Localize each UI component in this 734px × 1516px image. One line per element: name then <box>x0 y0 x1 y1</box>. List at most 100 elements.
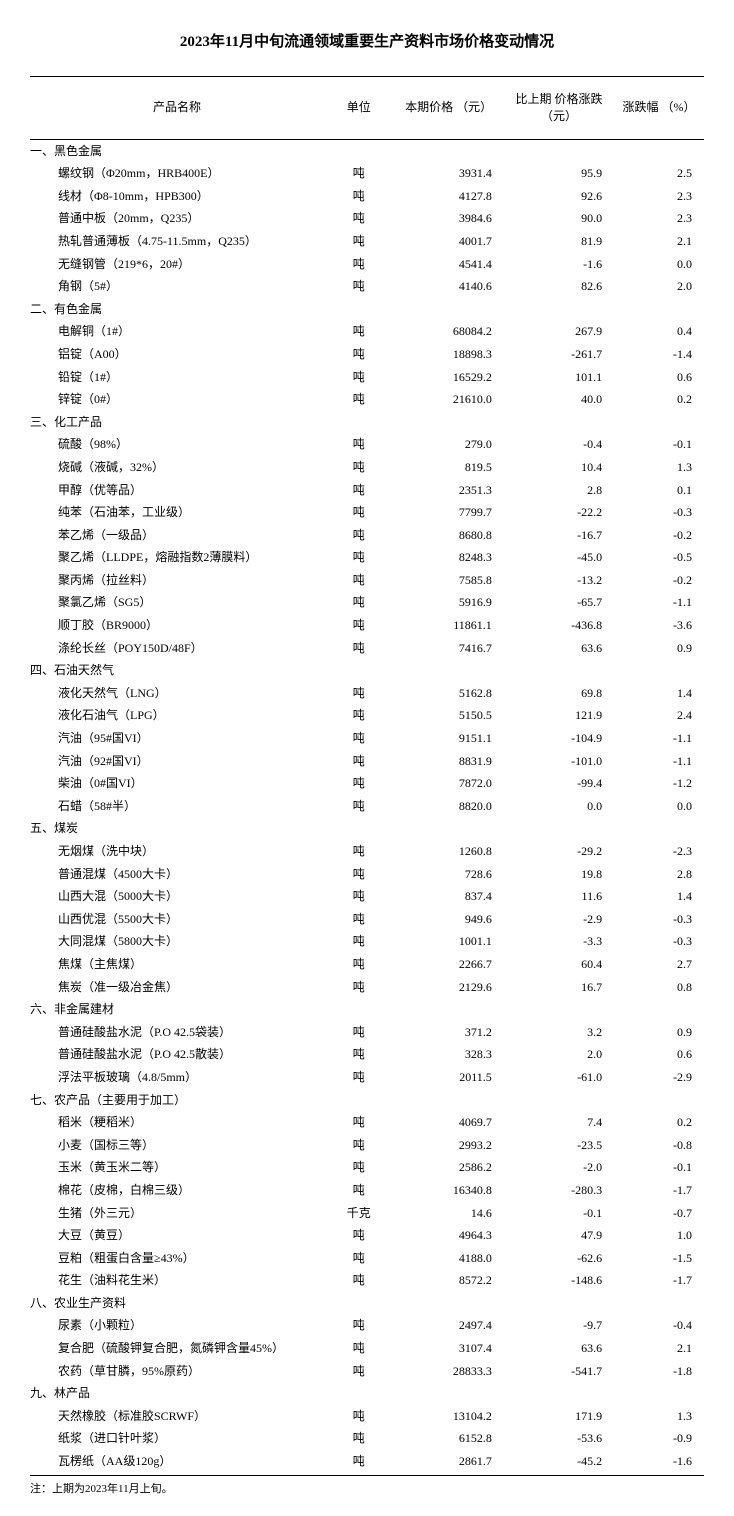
product-unit: 吨 <box>324 953 393 976</box>
table-row: 电解铜（1#）吨68084.2267.90.4 <box>30 320 704 343</box>
product-price: 4069.7 <box>394 1111 504 1134</box>
product-unit: 吨 <box>324 207 393 230</box>
product-change: 3.2 <box>504 1021 614 1044</box>
product-unit: 吨 <box>324 1247 393 1270</box>
product-price: 16340.8 <box>394 1179 504 1202</box>
table-row: 山西优混（5500大卡）吨949.6-2.9-0.3 <box>30 908 704 931</box>
category-row: 二、有色金属 <box>30 298 704 321</box>
product-change: 90.0 <box>504 207 614 230</box>
table-body: 一、黑色金属螺纹钢（Φ20mm，HRB400E）吨3931.495.92.5线材… <box>30 139 704 1475</box>
category-title: 三、化工产品 <box>30 411 704 434</box>
product-name: 锌锭（0#） <box>30 388 324 411</box>
product-price: 2351.3 <box>394 479 504 502</box>
product-unit: 吨 <box>324 1337 393 1360</box>
product-price: 18898.3 <box>394 343 504 366</box>
product-name: 焦炭（准一级冶金焦） <box>30 976 324 999</box>
table-row: 液化石油气（LPG）吨5150.5121.92.4 <box>30 704 704 727</box>
product-price: 819.5 <box>394 456 504 479</box>
product-name: 豆粕（粗蛋白含量≥43%） <box>30 1247 324 1270</box>
product-name: 石蜡（58#半） <box>30 795 324 818</box>
product-pct: -1.8 <box>614 1360 704 1383</box>
product-change: 60.4 <box>504 953 614 976</box>
product-name: 无缝钢管（219*6，20#） <box>30 253 324 276</box>
product-price: 3984.6 <box>394 207 504 230</box>
product-change: -45.2 <box>504 1450 614 1475</box>
product-name: 稻米（粳稻米） <box>30 1111 324 1134</box>
product-pct: -0.2 <box>614 569 704 592</box>
product-unit: 吨 <box>324 1043 393 1066</box>
product-change: 47.9 <box>504 1224 614 1247</box>
product-pct: -1.5 <box>614 1247 704 1270</box>
product-change: 0.0 <box>504 795 614 818</box>
product-pct: -1.7 <box>614 1179 704 1202</box>
product-pct: -0.1 <box>614 1156 704 1179</box>
product-unit: 吨 <box>324 185 393 208</box>
product-pct: 0.0 <box>614 795 704 818</box>
product-price: 4964.3 <box>394 1224 504 1247</box>
table-row: 顺丁胶（BR9000）吨11861.1-436.8-3.6 <box>30 614 704 637</box>
table-row: 铝锭（A00）吨18898.3-261.7-1.4 <box>30 343 704 366</box>
product-name: 线材（Φ8-10mm，HPB300） <box>30 185 324 208</box>
product-pct: 2.3 <box>614 207 704 230</box>
product-pct: -3.6 <box>614 614 704 637</box>
product-unit: 吨 <box>324 1269 393 1292</box>
product-unit: 吨 <box>324 1021 393 1044</box>
table-row: 硫酸（98%）吨279.0-0.4-0.1 <box>30 433 704 456</box>
product-change: -23.5 <box>504 1134 614 1157</box>
product-price: 13104.2 <box>394 1405 504 1428</box>
product-change: -104.9 <box>504 727 614 750</box>
product-price: 837.4 <box>394 885 504 908</box>
page-title: 2023年11月中旬流通领域重要生产资料市场价格变动情况 <box>30 30 704 51</box>
product-price: 7416.7 <box>394 637 504 660</box>
product-change: 40.0 <box>504 388 614 411</box>
table-row: 玉米（黄玉米二等）吨2586.2-2.0-0.1 <box>30 1156 704 1179</box>
table-row: 热轧普通薄板（4.75-11.5mm，Q235）吨4001.781.92.1 <box>30 230 704 253</box>
table-row: 豆粕（粗蛋白含量≥43%）吨4188.0-62.6-1.5 <box>30 1247 704 1270</box>
product-unit: 吨 <box>324 930 393 953</box>
product-unit: 吨 <box>324 1427 393 1450</box>
category-row: 一、黑色金属 <box>30 139 704 162</box>
product-unit: 吨 <box>324 253 393 276</box>
product-change: 92.6 <box>504 185 614 208</box>
product-change: -541.7 <box>504 1360 614 1383</box>
product-pct: 0.9 <box>614 637 704 660</box>
product-change: 63.6 <box>504 1337 614 1360</box>
product-change: -45.0 <box>504 546 614 569</box>
product-price: 3931.4 <box>394 162 504 185</box>
table-row: 无缝钢管（219*6，20#）吨4541.4-1.60.0 <box>30 253 704 276</box>
product-unit: 吨 <box>324 1450 393 1475</box>
product-change: 82.6 <box>504 275 614 298</box>
product-price: 2497.4 <box>394 1314 504 1337</box>
product-name: 玉米（黄玉米二等） <box>30 1156 324 1179</box>
category-row: 六、非金属建材 <box>30 998 704 1021</box>
table-row: 山西大混（5000大卡）吨837.411.61.4 <box>30 885 704 908</box>
product-unit: 吨 <box>324 162 393 185</box>
product-change: 267.9 <box>504 320 614 343</box>
product-price: 3107.4 <box>394 1337 504 1360</box>
product-price: 8820.0 <box>394 795 504 818</box>
product-name: 聚乙烯（LLDPE，熔融指数2薄膜料） <box>30 546 324 569</box>
product-change: -13.2 <box>504 569 614 592</box>
product-change: -99.4 <box>504 772 614 795</box>
product-change: 69.8 <box>504 682 614 705</box>
product-price: 7799.7 <box>394 501 504 524</box>
product-price: 14.6 <box>394 1202 504 1225</box>
product-price: 11861.1 <box>394 614 504 637</box>
product-change: 2.0 <box>504 1043 614 1066</box>
product-price: 28833.3 <box>394 1360 504 1383</box>
table-row: 普通中板（20mm，Q235）吨3984.690.02.3 <box>30 207 704 230</box>
product-pct: 0.1 <box>614 479 704 502</box>
product-pct: -0.3 <box>614 501 704 524</box>
product-unit: 吨 <box>324 275 393 298</box>
product-change: -101.0 <box>504 750 614 773</box>
product-unit: 吨 <box>324 750 393 773</box>
product-name: 烧碱（液碱，32%） <box>30 456 324 479</box>
product-unit: 吨 <box>324 546 393 569</box>
table-row: 大同混煤（5800大卡）吨1001.1-3.3-0.3 <box>30 930 704 953</box>
category-title: 六、非金属建材 <box>30 998 704 1021</box>
product-name: 液化石油气（LPG） <box>30 704 324 727</box>
product-pct: -1.2 <box>614 772 704 795</box>
product-name: 尿素（小颗粒） <box>30 1314 324 1337</box>
table-row: 聚乙烯（LLDPE，熔融指数2薄膜料）吨8248.3-45.0-0.5 <box>30 546 704 569</box>
product-change: 11.6 <box>504 885 614 908</box>
